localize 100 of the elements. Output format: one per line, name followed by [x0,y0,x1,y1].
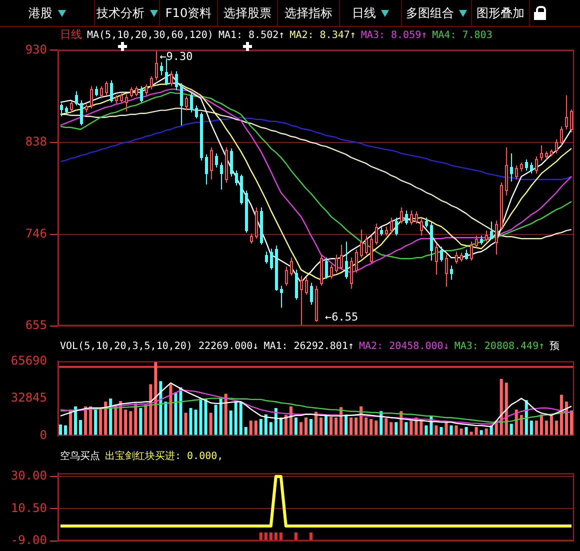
bar [264,414,268,436]
bar [179,387,182,436]
bar [284,414,288,436]
bar [109,398,112,436]
bar [209,412,212,436]
bar [534,420,538,436]
bar [330,416,333,436]
bar [370,418,373,436]
bar [139,408,142,436]
bar [484,428,488,436]
bar [159,381,162,436]
bar [444,422,448,436]
bar [149,384,152,436]
bar [460,428,463,436]
bar [314,412,318,436]
text: 出宝剑红块买进: 0.000, [105,451,224,462]
text: MA3: 20808.449↑ [454,341,545,352]
bar [350,418,353,436]
bar [299,422,302,436]
candlestick [170,70,173,87]
bar [510,424,513,436]
y-tick-label: 838 [25,134,47,149]
bar [239,402,242,436]
y-tick-label: -9.00 [10,532,47,547]
bar [244,426,248,436]
bar [94,410,98,436]
bar [294,418,298,436]
text: 日线 [352,4,376,22]
bar [154,362,158,436]
bar [259,418,262,436]
bar [450,425,453,436]
bar [304,418,308,436]
bar [144,404,148,436]
bar [99,408,102,436]
bar [374,420,378,436]
bar [390,422,393,436]
bar [234,402,238,436]
bar [344,414,348,436]
bar [254,420,258,436]
bar [454,425,458,436]
annotation: ←9.30 [160,50,193,64]
chart-title: 日线 [60,28,82,41]
bar [504,382,508,436]
text: MA1: 26292.801↑ [264,341,354,352]
text: MA1: 8.502↑ [218,30,285,41]
y-tick-label: 930 [25,42,47,56]
y-tick-label: 32845 [10,390,47,405]
bar [64,425,68,436]
text: 多图组合 [406,4,454,22]
y-tick-label: 746 [25,226,47,241]
bar [440,426,443,436]
bar [129,411,132,436]
bar [324,416,328,436]
bar [404,422,408,436]
bar [474,426,478,436]
bar [249,420,252,436]
bar [364,418,368,436]
text: 港股 [28,4,52,22]
y-tick-label: 65690 [10,353,47,368]
y-tick-label: 10.50 [10,500,47,515]
bar [204,398,208,436]
candlestick [445,254,448,288]
legend-title: VOL(5,10,20,3,5,10,20) 22269.000↓ [60,341,259,352]
text: F10资料 [165,4,212,22]
candlestick [310,282,313,306]
y-tick-label: 0 [40,428,47,442]
annotation: ←6.55 [324,310,358,324]
bar [189,408,192,436]
bar [464,426,468,436]
bar [199,398,202,436]
bar [194,410,198,436]
candlestick [565,94,568,130]
bar [570,410,573,436]
text: MA2: 8.347↑ [290,30,356,41]
text: MA4: 7.803 [432,30,492,41]
bar [354,418,358,436]
text: 选择指标 [284,4,332,22]
candlestick [510,152,513,182]
bar [394,422,398,436]
candlestick [160,62,163,76]
bar [174,392,178,436]
bar [334,418,338,436]
bar [560,394,563,436]
bar [134,403,138,436]
y-tick-label: 30.00 [10,468,47,483]
bar [550,416,553,436]
bar [229,410,232,436]
bar [184,412,188,436]
bar [59,424,62,436]
bar [269,422,272,436]
candlestick [280,285,283,308]
bar [530,420,533,436]
bar [164,402,168,436]
bar [219,398,222,436]
bar [320,418,323,436]
bar [224,394,228,436]
text: 选择股票 [224,4,272,22]
bar [384,418,388,436]
bar [410,420,413,436]
bar [434,425,438,436]
